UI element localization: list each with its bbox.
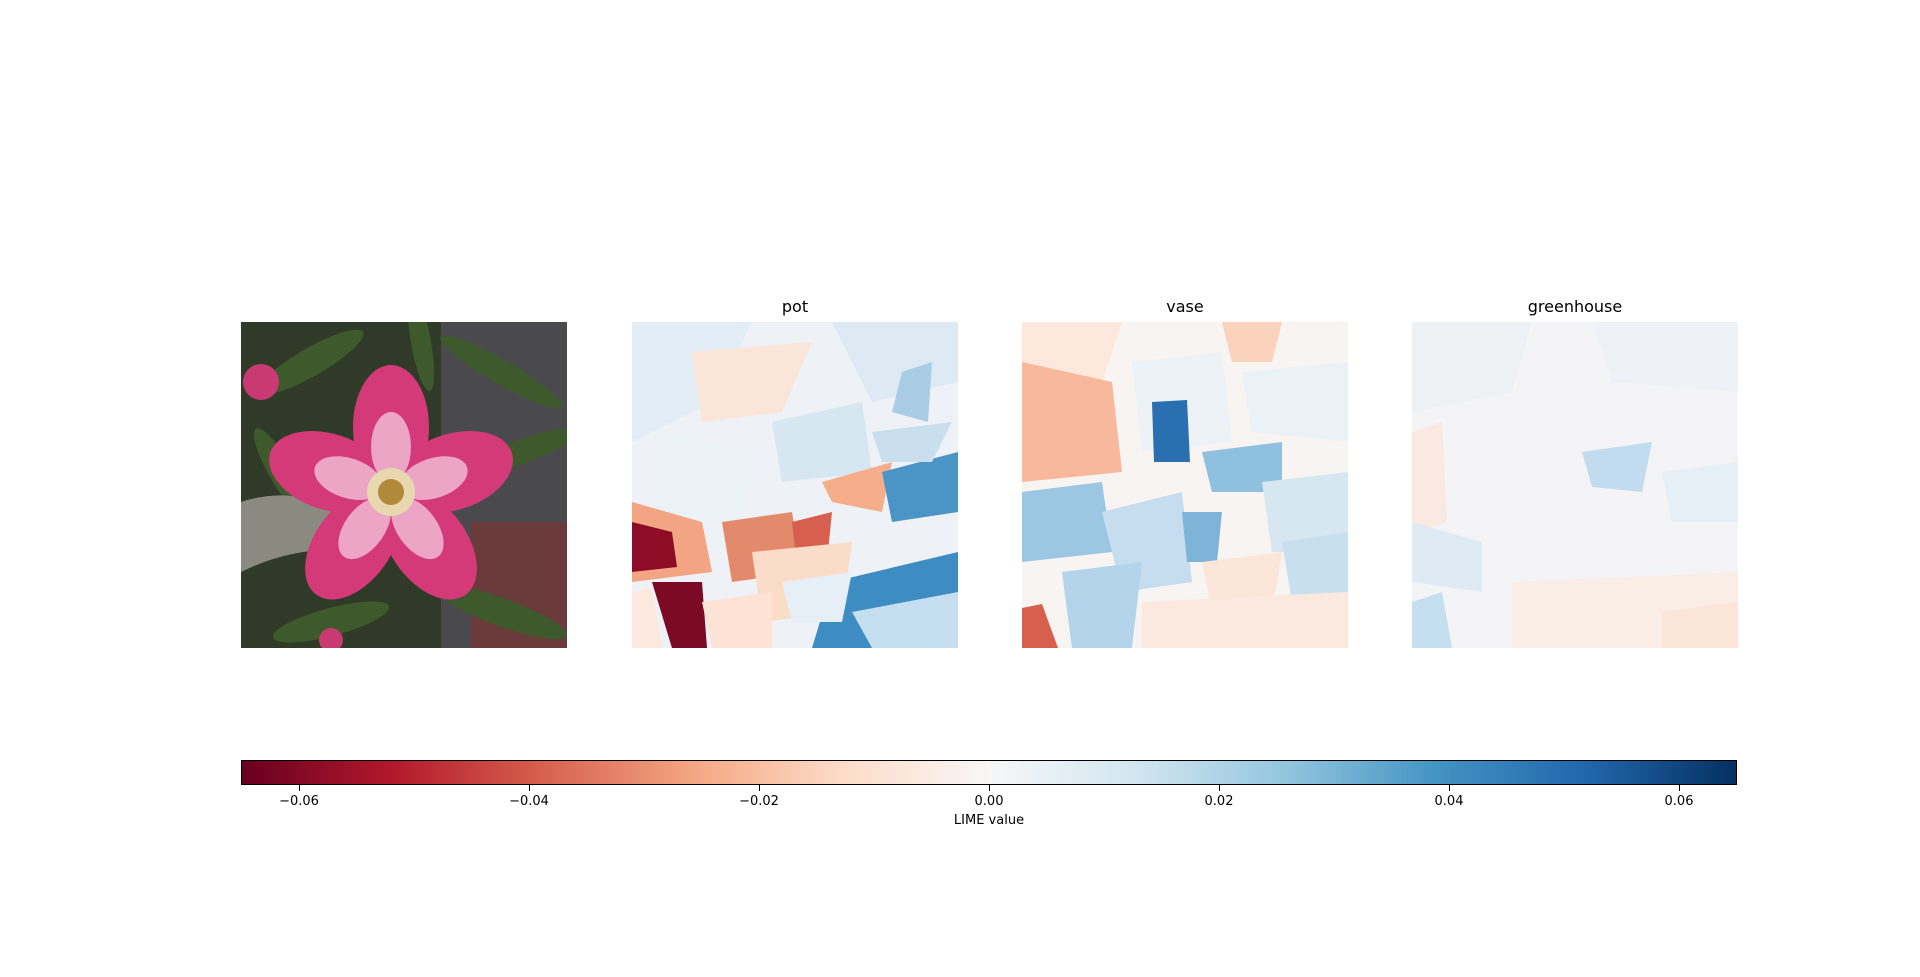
colorbar-label: LIME value (953, 813, 1025, 828)
flower-photo (241, 322, 567, 648)
panel-title-greenhouse: greenhouse (1527, 297, 1623, 316)
colorbar-tick-label: −0.04 (509, 794, 549, 809)
colorbar-tick-label: 0.04 (1434, 794, 1464, 809)
colorbar-tick-mark (989, 785, 990, 791)
heatmap-greenhouse (1412, 322, 1738, 648)
colorbar-tick-mark (299, 785, 300, 791)
colorbar-tick-label: 0.00 (974, 794, 1004, 809)
colorbar-tick-mark (1219, 785, 1220, 791)
colorbar-tick-label: −0.06 (279, 794, 319, 809)
colorbar-tick-mark (529, 785, 530, 791)
original-image-panel (241, 322, 567, 648)
panel-title-pot: pot (781, 297, 809, 316)
colorbar-tick-mark (759, 785, 760, 791)
colorbar-tick-mark (1449, 785, 1450, 791)
colorbar-tick-label: 0.06 (1664, 794, 1694, 809)
colorbar-tick-label: 0.02 (1204, 794, 1234, 809)
heatmap-pot (632, 322, 958, 648)
colorbar-tick-mark (1679, 785, 1680, 791)
colorbar-tick-label: −0.02 (739, 794, 779, 809)
heatmap-vase (1022, 322, 1348, 648)
colorbar (241, 760, 1737, 785)
panel-title-vase: vase (1166, 297, 1204, 316)
